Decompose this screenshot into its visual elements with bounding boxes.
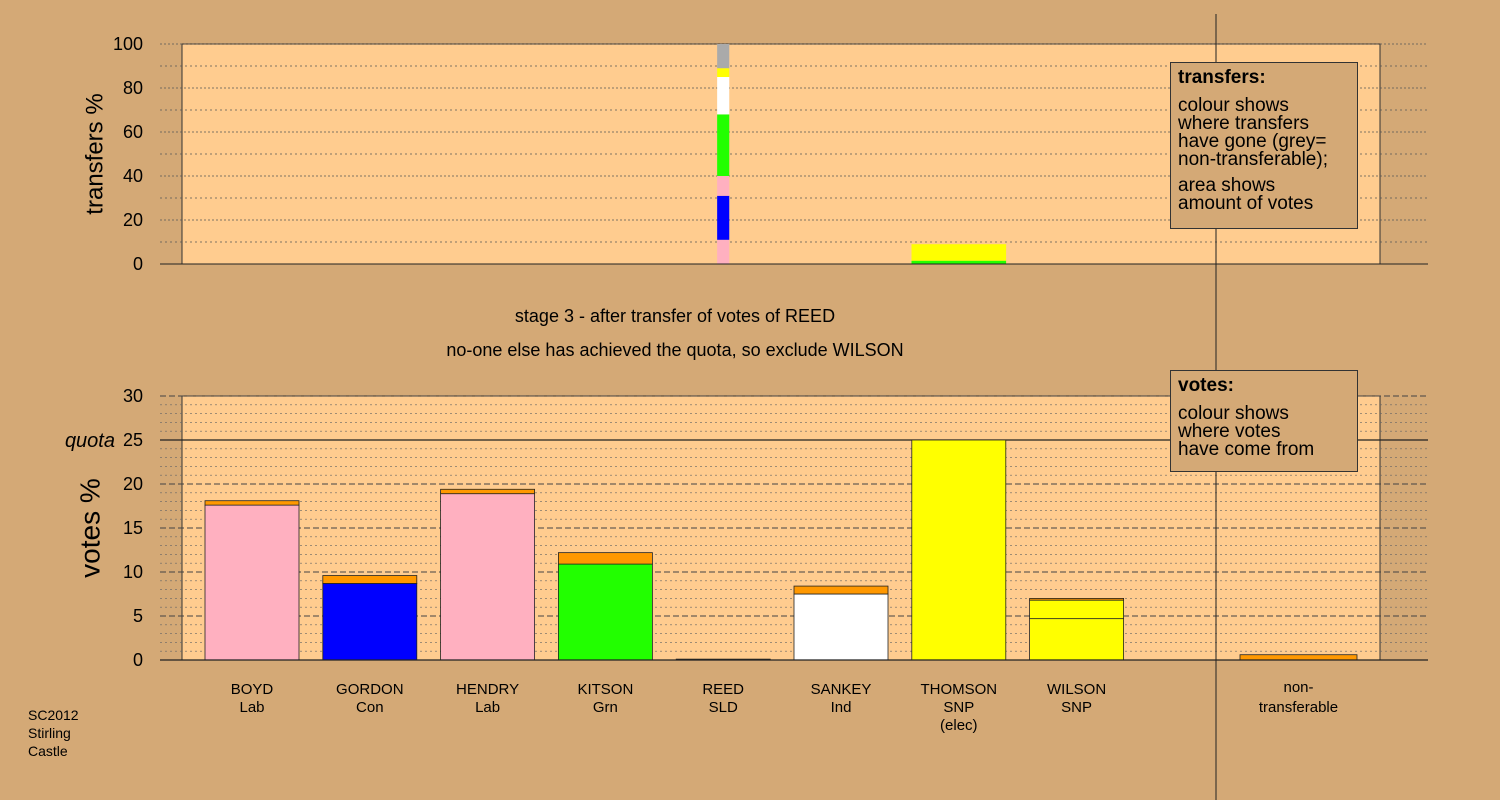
votes-y-tick-label: 5 bbox=[133, 606, 143, 626]
vote-segment bbox=[322, 583, 418, 661]
votes-legend-title: votes: bbox=[1178, 375, 1234, 396]
transfers-y-tick-label: 20 bbox=[123, 210, 143, 230]
votes-y-tick-label: 30 bbox=[123, 386, 143, 406]
nontransferable-label: non- bbox=[1283, 679, 1313, 696]
votes-legend: votes: colour shows where votes have com… bbox=[1170, 370, 1358, 472]
candidate-name-label: SANKEY bbox=[811, 681, 872, 698]
credit-line: Castle bbox=[28, 743, 68, 759]
vote-segment bbox=[1029, 618, 1124, 661]
vote-segment bbox=[1029, 598, 1124, 601]
votes-legend-line: colour shows bbox=[1178, 403, 1289, 424]
transfer-segment bbox=[717, 176, 730, 196]
candidate-party-label: Grn bbox=[593, 699, 618, 716]
votes-y-tick-label: 10 bbox=[123, 562, 143, 582]
candidate-name-label: THOMSON bbox=[920, 681, 997, 698]
candidate-party-label: Ind bbox=[831, 699, 852, 716]
candidate-party-label: SNP bbox=[1061, 699, 1092, 716]
credit-line: SC2012 bbox=[28, 707, 79, 723]
votes-y-tick-label: 20 bbox=[123, 474, 143, 494]
transfers-y-axis-label: transfers % bbox=[81, 93, 108, 214]
votes-legend-line: where votes bbox=[1178, 421, 1281, 442]
candidate-party-label: SNP bbox=[943, 699, 974, 716]
vote-segment bbox=[440, 493, 536, 661]
nontransferable-label: transferable bbox=[1259, 699, 1338, 716]
transfers-legend-line: amount of votes bbox=[1178, 193, 1314, 214]
vote-segment bbox=[204, 504, 300, 661]
transfers-legend: transfers: colour shows where transfers … bbox=[1170, 62, 1358, 229]
stage-heading: stage 3 - after transfer of votes of REE… bbox=[514, 306, 836, 326]
quota-label: quota bbox=[65, 430, 115, 452]
candidate-party-label: SLD bbox=[709, 699, 738, 716]
transfers-y-tick-label: 0 bbox=[133, 254, 143, 274]
vote-segment bbox=[558, 552, 653, 565]
candidate-name-label: KITSON bbox=[577, 681, 633, 698]
candidate-note-label: (elec) bbox=[940, 717, 978, 734]
transfer-segment bbox=[717, 44, 730, 69]
transfers-legend-title: transfers: bbox=[1178, 67, 1266, 88]
vote-segment bbox=[322, 575, 418, 584]
candidate-name-label: BOYD bbox=[231, 681, 274, 698]
transfers-legend-line: area shows bbox=[1178, 175, 1276, 196]
transfers-legend-line: where transfers bbox=[1178, 113, 1309, 134]
vote-segment bbox=[793, 585, 889, 595]
stage-action: no-one else has achieved the quota, so e… bbox=[446, 340, 904, 360]
vote-segment bbox=[1239, 654, 1358, 661]
candidate-party-label: Con bbox=[356, 699, 384, 716]
candidate-party-label: Lab bbox=[475, 699, 500, 716]
transfer-segment bbox=[911, 244, 1007, 261]
votes-y-tick-label: 15 bbox=[123, 518, 143, 538]
vote-segment bbox=[911, 439, 1007, 661]
vote-segment bbox=[1029, 599, 1124, 620]
candidate-name-label: WILSON bbox=[1047, 681, 1106, 698]
candidate-name-label: GORDON bbox=[336, 681, 404, 698]
credit-line: Stirling bbox=[28, 725, 71, 741]
transfer-segment bbox=[717, 68, 730, 77]
votes-legend-line: have come from bbox=[1178, 439, 1315, 460]
transfer-segment bbox=[717, 77, 730, 115]
votes-y-tick-label: 25 bbox=[123, 430, 143, 450]
transfers-y-tick-label: 40 bbox=[123, 166, 143, 186]
credit: SC2012 Stirling Castle bbox=[28, 706, 79, 760]
transfer-segment bbox=[911, 260, 1007, 264]
candidate-name-label: HENDRY bbox=[456, 681, 519, 698]
transfers-legend-line: colour shows bbox=[1178, 95, 1289, 116]
vote-segment bbox=[558, 563, 653, 661]
transfers-legend-line: have gone (grey= bbox=[1178, 131, 1327, 152]
transfers-legend-line: non-transferable); bbox=[1178, 149, 1328, 170]
transfer-segment bbox=[717, 195, 730, 240]
vote-segment bbox=[204, 500, 300, 506]
transfer-segment bbox=[717, 114, 730, 176]
transfer-segment bbox=[717, 239, 730, 264]
vote-segment bbox=[440, 488, 536, 495]
candidate-party-label: Lab bbox=[239, 699, 264, 716]
votes-y-tick-label: 0 bbox=[133, 650, 143, 670]
transfers-y-tick-label: 80 bbox=[123, 78, 143, 98]
transfers-y-tick-label: 100 bbox=[113, 34, 143, 54]
vote-segment bbox=[793, 593, 889, 661]
votes-y-axis-label: votes % bbox=[74, 478, 105, 578]
transfers-y-tick-label: 60 bbox=[123, 122, 143, 142]
candidate-name-label: REED bbox=[702, 681, 744, 698]
